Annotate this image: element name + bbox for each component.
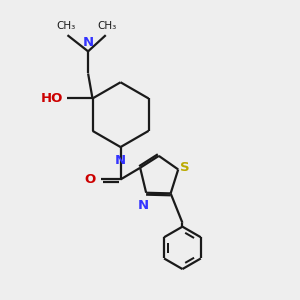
Text: CH₃: CH₃	[56, 21, 76, 31]
Text: N: N	[138, 199, 149, 212]
Text: CH₃: CH₃	[98, 21, 117, 31]
Text: N: N	[82, 36, 94, 49]
Text: S: S	[180, 161, 190, 175]
Text: HO: HO	[41, 92, 63, 105]
Text: N: N	[115, 154, 126, 166]
Text: O: O	[85, 173, 96, 186]
